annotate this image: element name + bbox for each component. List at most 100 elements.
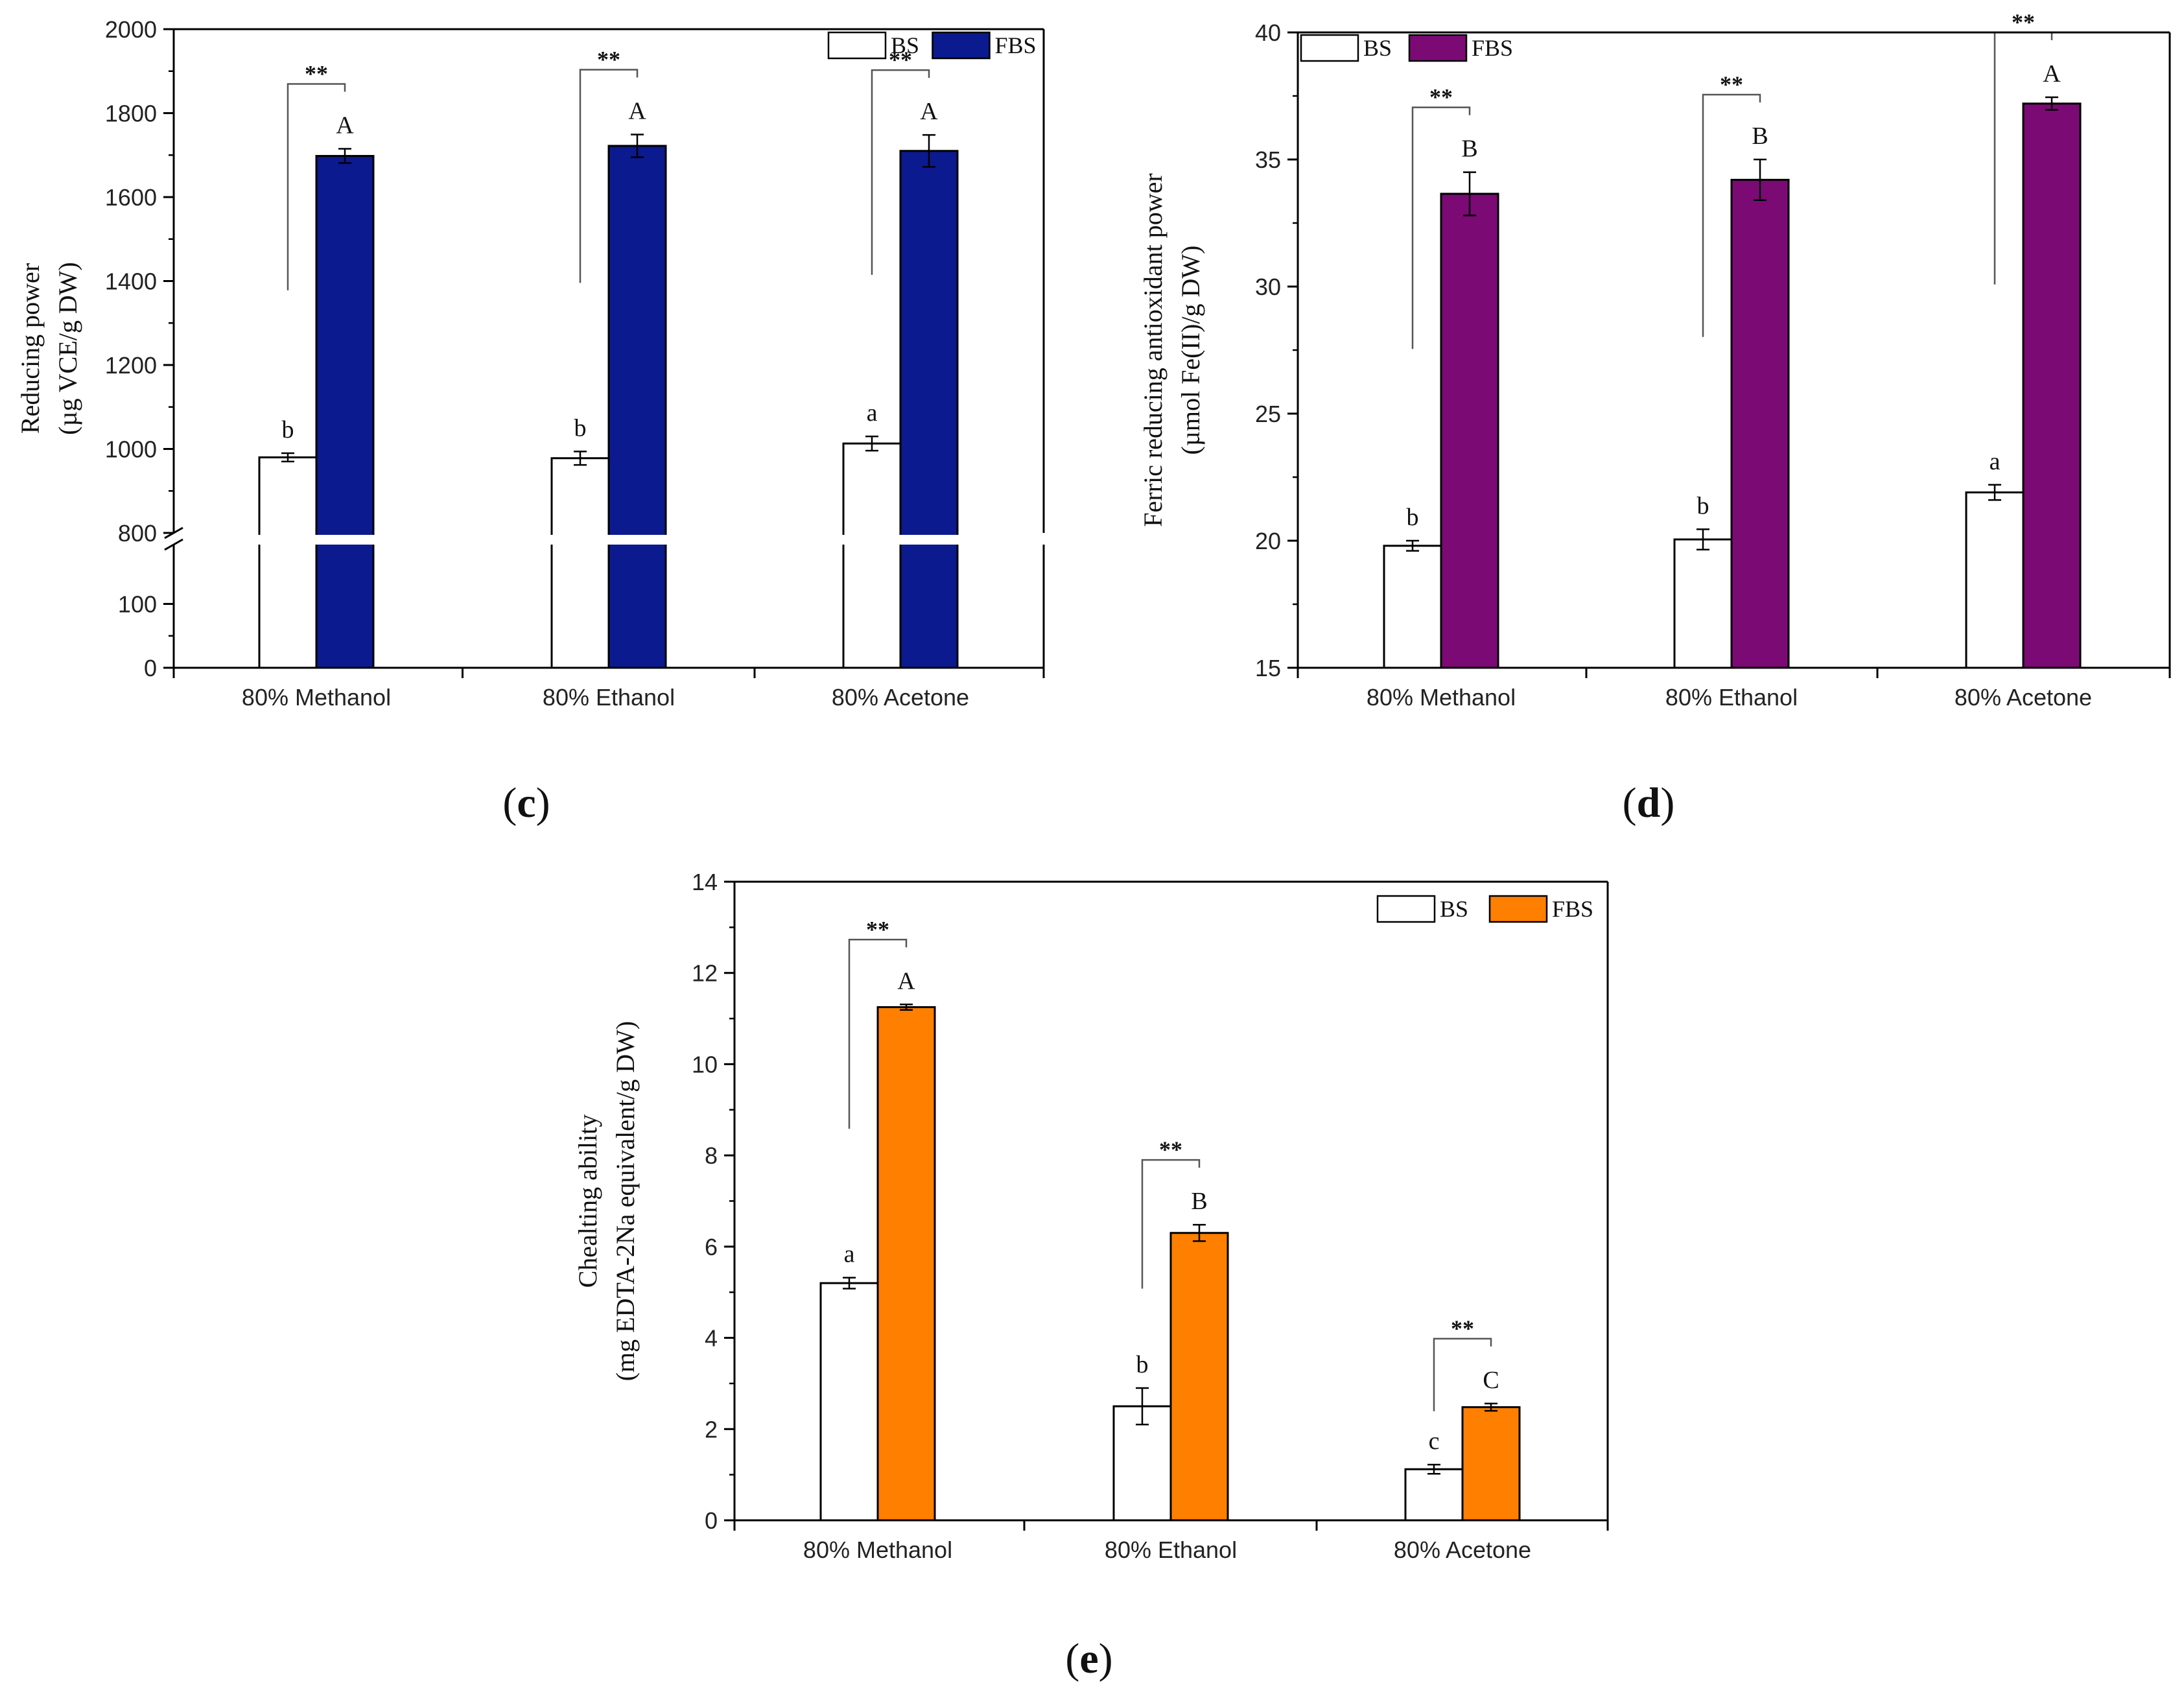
significance-letter: B: [1752, 123, 1768, 150]
significance-stars: **: [1159, 1137, 1182, 1162]
y-tick-label: 1200: [105, 352, 157, 379]
y-tick-label: 2000: [105, 16, 157, 43]
bar-fbs: [876, 1006, 936, 1522]
legend-swatch-fbs: [1488, 895, 1548, 923]
significance-letter: c: [1429, 1428, 1440, 1455]
panel-caption: (d): [1623, 779, 1675, 827]
significance-bracket: [287, 83, 346, 290]
significance-stars: **: [1429, 84, 1453, 110]
significance-stars: **: [1720, 71, 1743, 97]
bar-bs: [819, 1282, 879, 1522]
significance-letter: A: [336, 112, 354, 139]
significance-letter: B: [1191, 1188, 1207, 1215]
caption-letter: d: [1637, 779, 1661, 827]
significance-bracket: [871, 69, 930, 275]
legend: BS FBS: [827, 31, 1037, 60]
significance-letter: b: [282, 416, 294, 443]
legend: BS FBS: [1300, 34, 1513, 62]
axis-break-mark: [164, 538, 183, 551]
y-tick-label: 100: [118, 591, 157, 618]
bar-fbs: [1461, 1406, 1521, 1522]
significance-letter: A: [628, 98, 646, 125]
y-tick-label: 800: [118, 520, 157, 547]
legend-swatch-fbs: [932, 31, 991, 60]
y-axis-label: (µmol Fe(II)/g DW): [1176, 246, 1205, 455]
y-tick-label: 6: [705, 1234, 718, 1260]
bar-fbs: [1440, 193, 1499, 669]
significance-bracket: [1702, 93, 1761, 337]
significance-letter: A: [897, 967, 915, 995]
y-axis-label: (mg EDTA-2Na equivalent/g DW): [611, 1021, 640, 1382]
y-tick-label: 14: [692, 869, 718, 895]
caption-paren: (: [1623, 779, 1637, 827]
legend-label-bs: BS: [1363, 35, 1392, 61]
significance-bracket: [1411, 106, 1471, 349]
bar-bs: [1404, 1468, 1464, 1522]
panel-caption: (c): [502, 779, 550, 827]
bar-fbs: [1169, 1232, 1229, 1522]
significance-letter: b: [1697, 492, 1709, 519]
x-tick-label: 80% Methanol: [1367, 684, 1516, 711]
bar-bs: [842, 442, 902, 669]
significance-stars: **: [597, 47, 620, 73]
bar-fbs: [899, 150, 959, 669]
legend-label-bs: BS: [891, 32, 919, 58]
bar-bs: [258, 456, 318, 669]
x-tick-label: 80% Ethanol: [1665, 684, 1798, 711]
caption-letter: c: [517, 779, 535, 827]
legend-label-bs: BS: [1440, 896, 1468, 922]
y-tick-label: 0: [144, 655, 157, 681]
y-tick-label: 1800: [105, 100, 157, 127]
bar-bs: [1965, 491, 2025, 669]
axis-break-gap: [169, 535, 1049, 545]
panel-caption: (e): [1065, 1635, 1112, 1682]
caption-paren: ): [1099, 1635, 1113, 1682]
significance-letter: b: [1407, 504, 1419, 531]
legend: BS FBS: [1376, 895, 1593, 923]
y-tick-label: 2: [705, 1416, 718, 1443]
x-tick-label: 80% Acetone: [832, 684, 969, 711]
legend-label-fbs: FBS: [1552, 896, 1593, 922]
bar-fbs: [2022, 102, 2082, 669]
x-tick-label: 80% Ethanol: [543, 684, 675, 711]
caption-letter: e: [1079, 1635, 1098, 1682]
significance-stars: **: [305, 61, 328, 87]
significance-bracket: [1433, 1337, 1492, 1411]
x-tick-label: 80% Methanol: [242, 684, 391, 711]
y-tick-label: 1400: [105, 268, 157, 295]
y-axis-label: Reducing power: [16, 263, 45, 434]
y-tick-label: 35: [1255, 147, 1281, 173]
significance-letter: b: [1136, 1351, 1149, 1378]
significance-stars: **: [889, 47, 912, 73]
bar-bs: [550, 457, 610, 669]
bar-fbs: [1730, 178, 1790, 669]
legend-swatch-fbs: [1408, 34, 1468, 62]
significance-letter: B: [1461, 135, 1477, 163]
legend-swatch-bs: [827, 31, 887, 60]
caption-paren: ): [536, 779, 550, 827]
chart-d: b B ** 80% Methanol b B ** 80% Ethanol a A ** 80% A…: [1138, 9, 2171, 827]
y-tick-label: 1600: [105, 184, 157, 211]
y-tick-label: 40: [1255, 19, 1281, 46]
x-tick-label: 80% Ethanol: [1105, 1537, 1237, 1563]
significance-bracket: [1141, 1159, 1201, 1289]
legend-label-fbs: FBS: [1472, 35, 1513, 61]
x-tick-label: 80% Acetone: [1955, 684, 2092, 711]
significance-stars: **: [866, 916, 889, 942]
y-axis-label: Chealting ability: [573, 1114, 602, 1288]
y-axis-label: Ferric reducing antioxidant power: [1138, 173, 1168, 526]
significance-letter: C: [1483, 1367, 1499, 1394]
legend-swatch-bs: [1376, 895, 1436, 923]
bar-bs: [1383, 545, 1442, 669]
y-tick-label: 20: [1255, 528, 1281, 554]
significance-letter: A: [920, 98, 938, 125]
significance-letter: a: [867, 399, 878, 427]
y-tick-label: 8: [705, 1142, 718, 1169]
caption-paren: ): [1660, 779, 1674, 827]
y-tick-label: 10: [692, 1051, 718, 1078]
y-tick-label: 4: [705, 1325, 718, 1352]
legend-swatch-bs: [1300, 34, 1359, 62]
caption-paren: (: [1065, 1635, 1079, 1682]
y-tick-label: 12: [692, 960, 718, 987]
